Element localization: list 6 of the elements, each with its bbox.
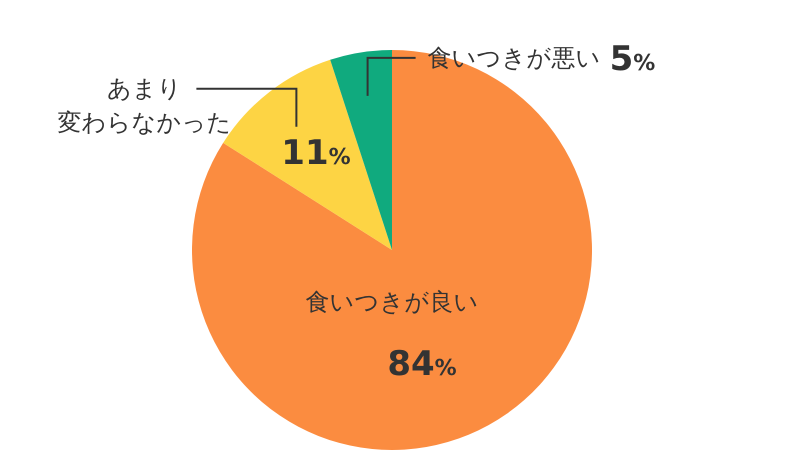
data-label: 11% (281, 133, 351, 174)
data-label: 84% (387, 344, 457, 384)
data-label: 5% (610, 38, 656, 79)
pie-slice (330, 50, 392, 250)
slice-label: 食いつきが良い (306, 288, 478, 316)
slice-label: あまり変わらなかった (57, 74, 232, 137)
